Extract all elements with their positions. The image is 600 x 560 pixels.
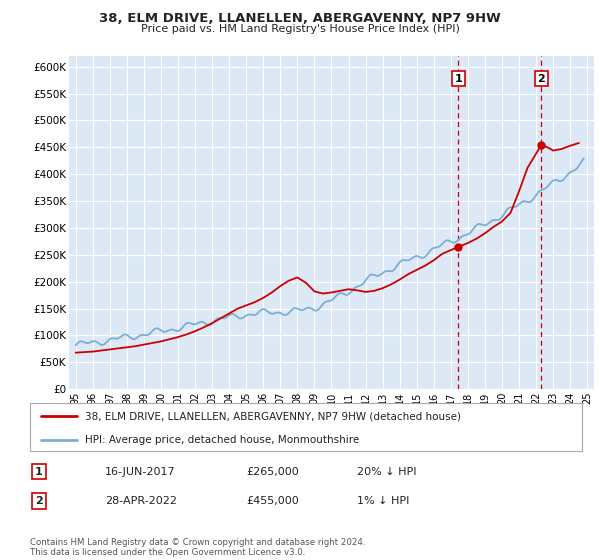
Text: 38, ELM DRIVE, LLANELLEN, ABERGAVENNY, NP7 9HW (detached house): 38, ELM DRIVE, LLANELLEN, ABERGAVENNY, N… (85, 411, 461, 421)
Text: 2: 2 (538, 73, 545, 83)
Text: £455,000: £455,000 (246, 496, 299, 506)
Text: 20% ↓ HPI: 20% ↓ HPI (357, 466, 416, 477)
Text: 1% ↓ HPI: 1% ↓ HPI (357, 496, 409, 506)
Text: 38, ELM DRIVE, LLANELLEN, ABERGAVENNY, NP7 9HW: 38, ELM DRIVE, LLANELLEN, ABERGAVENNY, N… (99, 12, 501, 25)
Text: 2: 2 (35, 496, 43, 506)
Text: HPI: Average price, detached house, Monmouthshire: HPI: Average price, detached house, Monm… (85, 435, 359, 445)
Text: Price paid vs. HM Land Registry's House Price Index (HPI): Price paid vs. HM Land Registry's House … (140, 24, 460, 34)
Text: 16-JUN-2017: 16-JUN-2017 (105, 466, 176, 477)
Text: 1: 1 (35, 466, 43, 477)
Text: 1: 1 (455, 73, 463, 83)
Text: Contains HM Land Registry data © Crown copyright and database right 2024.
This d: Contains HM Land Registry data © Crown c… (30, 538, 365, 557)
Text: 28-APR-2022: 28-APR-2022 (105, 496, 177, 506)
Text: £265,000: £265,000 (246, 466, 299, 477)
